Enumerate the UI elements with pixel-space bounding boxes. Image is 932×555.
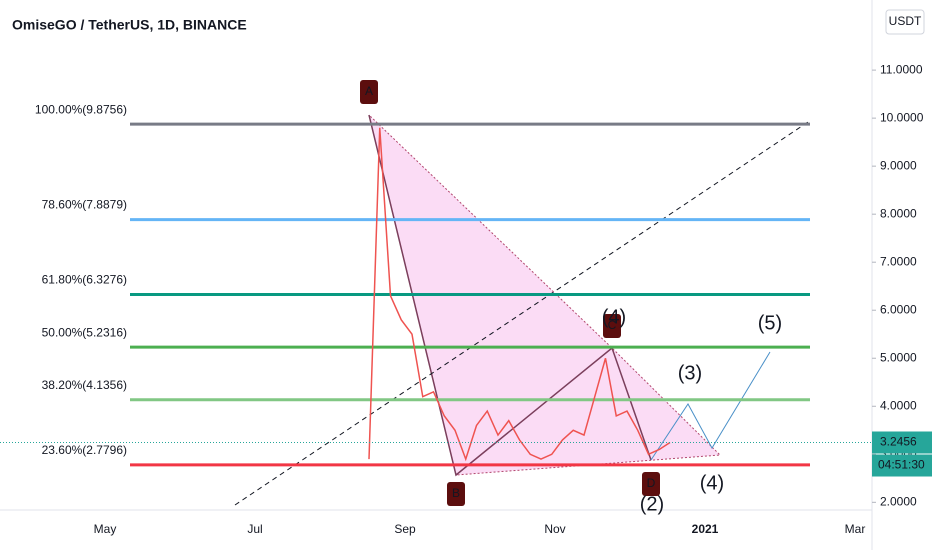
fib-label: 100.00%(9.8756) — [35, 102, 127, 116]
x-tick-label: Sep — [394, 522, 416, 536]
currency-button[interactable] — [885, 9, 925, 35]
price-line — [368, 127, 671, 462]
y-tick-label: 5.0000 — [880, 350, 917, 364]
last-price-label: 3.2456 — [880, 435, 917, 449]
pattern-point-label: B — [452, 486, 460, 500]
trend-line — [234, 121, 809, 506]
y-tick-label: 4.0000 — [880, 398, 917, 412]
countdown-label: 04:51:30 — [878, 458, 925, 472]
x-tick-label: May — [94, 522, 117, 536]
fib-label: 61.80%(6.3276) — [42, 273, 127, 287]
fib-label: 23.60%(2.7796) — [42, 443, 127, 457]
pattern-point-label: D — [647, 476, 656, 490]
chart-title: OmiseGO / TetherUS, 1D, BINANCE — [12, 17, 247, 33]
fib-label: 50.00%(5.2316) — [42, 325, 127, 339]
x-tick-label: Mar — [845, 522, 866, 536]
pattern-point-label: A — [365, 84, 373, 98]
wave-label: (2) — [640, 493, 664, 515]
wave-label: (4) — [700, 472, 724, 494]
pattern-point-box — [642, 472, 660, 496]
y-tick-label: 8.0000 — [880, 206, 917, 220]
pattern-point-label: C — [608, 318, 617, 332]
fib-label: 78.60%(7.8879) — [42, 198, 127, 212]
y-tick-label: 11.0000 — [880, 62, 923, 76]
y-tick-label: 10.0000 — [880, 110, 924, 124]
countdown-tag — [872, 454, 932, 477]
y-tick-label: 2.0000 — [880, 494, 917, 508]
fib-label: 38.20%(4.1356) — [42, 378, 127, 392]
x-tick-label: Nov — [544, 522, 565, 536]
pattern-point-box — [360, 80, 378, 104]
y-tick-label: 9.0000 — [880, 158, 917, 172]
x-tick-label: Jul — [247, 522, 262, 536]
wave-label: (3) — [678, 362, 702, 384]
currency-label[interactable]: USDT — [889, 14, 922, 28]
wave-label: (5) — [758, 312, 782, 334]
last-price-tag — [872, 431, 932, 454]
x-tick-label: 2021 — [692, 522, 719, 536]
pattern-point-box — [603, 314, 621, 338]
y-tick-label: 7.0000 — [880, 254, 917, 268]
y-tick-label: 6.0000 — [880, 302, 917, 316]
pattern-point-box — [447, 482, 465, 506]
wave-label: (4) — [602, 306, 626, 328]
